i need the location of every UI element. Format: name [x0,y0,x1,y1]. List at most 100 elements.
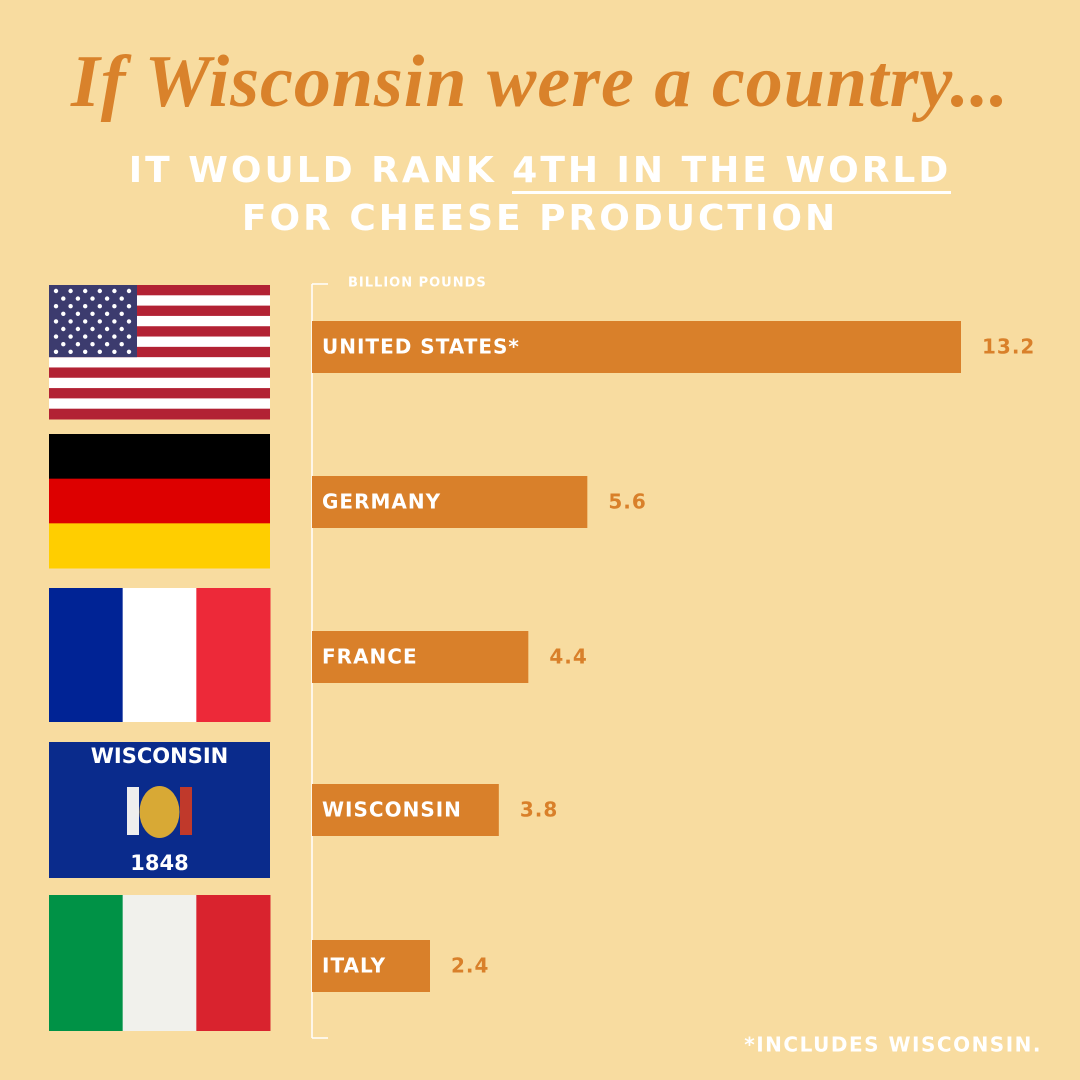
flag-star [61,326,66,332]
flag-star [53,304,59,309]
flag-star [119,296,124,301]
flag-band [196,895,271,1031]
flag-star [104,342,110,347]
flag-star [97,334,103,339]
flag: WISCONSIN 1848 [49,742,270,878]
flag-stripe [49,398,270,410]
flag-band [49,478,270,524]
flag-star [119,311,124,316]
flag-star [75,326,81,332]
subtitle-line: IT WOULD RANK 4TH IN THE WORLD [0,150,1080,194]
flag-star [68,349,73,354]
flag-star [53,288,59,294]
flag-star [112,288,117,294]
flag-band [196,588,271,722]
flag-band [122,895,197,1031]
category-label: WISCONSIN [322,798,462,822]
flag-star [75,342,81,347]
flag-star [61,296,66,301]
flag-star [97,319,103,324]
flag-star [83,349,88,354]
flag [49,895,271,1031]
flag [49,285,270,420]
flag-band [49,895,124,1031]
flag-stripe [49,315,270,327]
flag-star [126,288,132,294]
chart-title: If Wisconsin were a country... [71,41,1009,123]
bar [312,476,588,528]
flag-stripe [49,388,270,399]
flag-star [53,334,59,339]
flag-stripe [49,305,270,317]
flag-star [68,319,73,324]
value-label: 3.8 [520,798,558,822]
flag-star [126,304,132,309]
flag-star [126,319,132,324]
flag-star [61,311,66,316]
flag-star [112,334,117,339]
flag-star [112,304,117,309]
flag-stripe [49,367,270,379]
subtitle-line: FOR CHEESE PRODUCTION [241,198,839,239]
category-label: FRANCE [322,645,418,669]
flag-star [83,334,88,339]
flag-band [49,523,270,569]
flag-stripe [49,408,270,420]
flag-star [83,304,88,309]
flag-star [104,311,110,316]
flag [49,434,270,569]
bar [312,321,961,373]
value-label: 4.4 [549,645,587,669]
flag-star [53,319,59,324]
flag-stripe [49,377,270,389]
bar [312,631,529,683]
value-label: 13.2 [982,335,1035,359]
flag-star [83,319,88,324]
flag-band [49,434,270,480]
flag-star [112,349,117,354]
flag-star [97,349,103,354]
flag-star [97,304,103,309]
category-label: UNITED STATES* [322,335,520,359]
category-label: GERMANY [322,490,441,514]
value-label: 5.6 [608,490,646,514]
value-label: 2.4 [451,954,489,978]
flag-stripe [49,285,270,296]
flag-emblem [127,787,139,835]
flag-band [49,588,124,722]
flag-stripe [49,326,270,338]
flag-stripe [49,336,270,348]
flag-star [97,288,103,294]
flag-star [119,326,124,332]
flag-star [68,304,73,309]
bar [312,784,499,836]
flag-text: WISCONSIN [91,744,228,768]
subtitle-highlight: 4TH IN THE WORLD [512,150,952,194]
flag-stripe [49,346,270,358]
flag-band [122,588,197,722]
flag-star [61,342,66,347]
flag-star [90,326,95,332]
flag-star [90,311,95,316]
flag-star [53,349,59,354]
flag-star [68,288,73,294]
axis-label: BILLION POUNDS [348,276,487,291]
category-label: ITALY [322,954,386,978]
flag [49,588,271,722]
flag-emblem [139,786,180,838]
flag-star [126,334,132,339]
flag-emblem [180,787,192,835]
flag-star [104,326,110,332]
flag-stripe [49,295,270,307]
flag-star [119,342,124,347]
flag-star [83,288,88,294]
flag-star [75,311,81,316]
subtitle-text: IT WOULD RANK [128,150,497,191]
flag-stripe [49,357,270,368]
flag-star [104,296,110,301]
flag-star [112,319,117,324]
flag-star [68,334,73,339]
flag-star [126,349,132,354]
